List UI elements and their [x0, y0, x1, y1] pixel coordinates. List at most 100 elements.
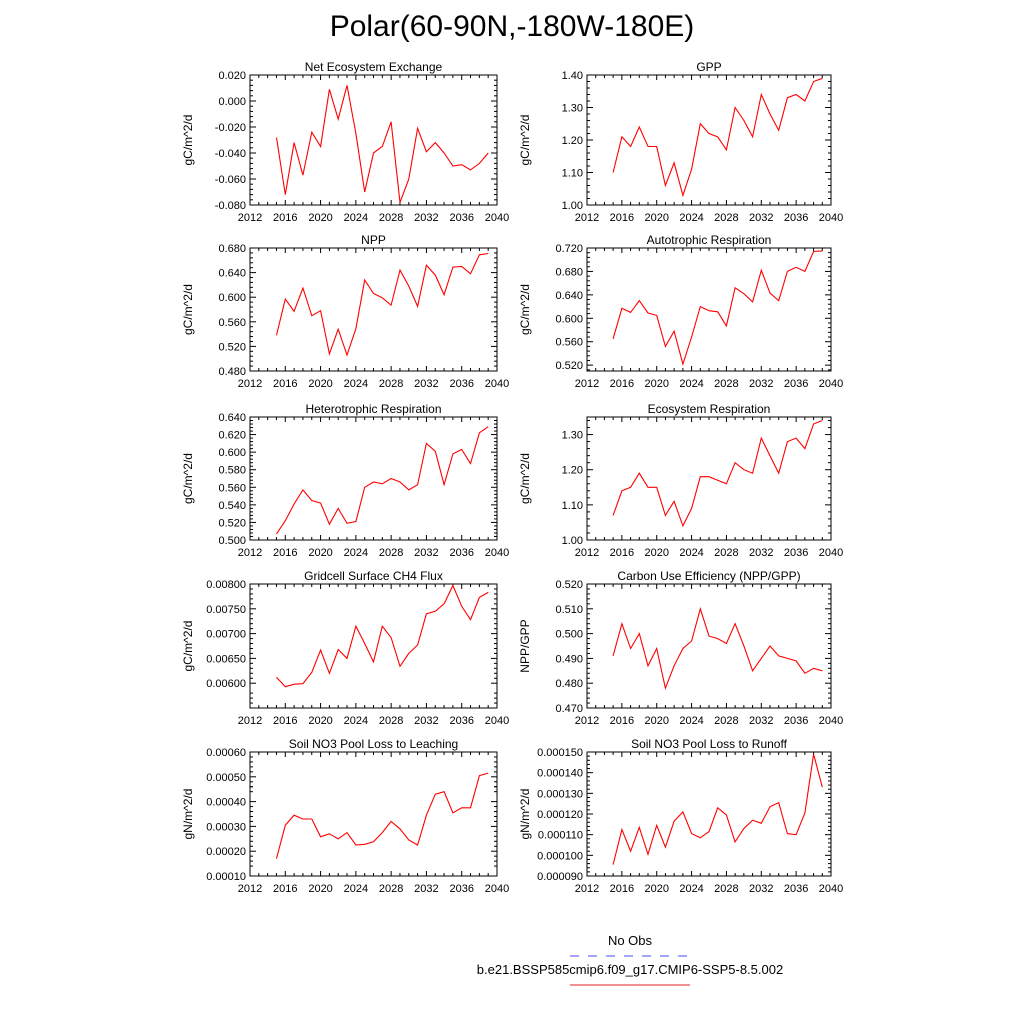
- x-tick-label: 2012: [575, 883, 599, 895]
- y-tick-label: 0.00010: [206, 871, 246, 883]
- plot-frame: [249, 416, 498, 541]
- x-tick-label: 2032: [749, 715, 773, 727]
- chart-title: Net Ecosystem Exchange: [305, 60, 443, 74]
- y-tick-label: 0.480: [218, 366, 246, 378]
- y-tick-label: 0.600: [218, 292, 246, 304]
- y-tick-label: 1.10: [562, 168, 583, 180]
- series-line: [275, 252, 489, 357]
- y-tick-label: 0.000140: [537, 768, 583, 780]
- y-tick-label: 0.640: [555, 290, 583, 302]
- y-tick-label: 1.20: [562, 135, 583, 147]
- x-tick-label: 2016: [273, 378, 297, 390]
- x-tick-label: 2032: [749, 378, 773, 390]
- y-tick-label: 0.000090: [537, 871, 583, 883]
- y-tick-label: 0.00020: [206, 846, 246, 858]
- x-tick-label: 2024: [344, 883, 368, 895]
- x-tick-label: 2024: [344, 547, 368, 559]
- y-tick-label: 0.020: [218, 70, 246, 82]
- x-tick-label: 2020: [308, 547, 332, 559]
- x-tick-label: 2040: [485, 883, 509, 895]
- x-tick-label: 2024: [679, 547, 703, 559]
- y-tick-label: 1.20: [562, 465, 583, 477]
- x-tick-label: 2024: [679, 378, 703, 390]
- y-tick-label: 0.620: [218, 430, 246, 442]
- y-tick-label: 0.00600: [206, 678, 246, 690]
- x-tick-label: 2020: [308, 715, 332, 727]
- x-tick-label: 2012: [238, 378, 262, 390]
- chart-panel: Carbon Use Efficiency (NPP/GPP) 2012 2016 2…: [518, 569, 843, 727]
- x-tick-label: 2028: [714, 378, 738, 390]
- y-tick-label: 0.600: [218, 447, 246, 459]
- y-tick-label: -0.080: [215, 200, 246, 212]
- chart-title: NPP: [361, 233, 386, 247]
- chart-title: Carbon Use Efficiency (NPP/GPP): [617, 569, 800, 583]
- series-line: [612, 250, 823, 366]
- x-tick-label: 2032: [414, 212, 438, 224]
- chart-title: Heterotrophic Respiration: [305, 402, 441, 416]
- x-tick-label: 2032: [414, 547, 438, 559]
- x-tick-label: 2032: [749, 212, 773, 224]
- y-tick-label: 1.10: [562, 500, 583, 512]
- x-tick-label: 2036: [449, 212, 473, 224]
- x-tick-label: 2024: [344, 378, 368, 390]
- x-tick-label: 2040: [819, 883, 843, 895]
- x-tick-label: 2012: [575, 378, 599, 390]
- x-tick-label: 2016: [273, 883, 297, 895]
- x-tick-label: 2028: [714, 883, 738, 895]
- x-tick-label: 2024: [679, 212, 703, 224]
- series-line: [612, 419, 823, 528]
- x-tick-label: 2036: [449, 378, 473, 390]
- y-tick-label: 0.560: [218, 482, 246, 494]
- x-tick-label: 2028: [714, 212, 738, 224]
- figure-title: Polar(60-90N,-180W-180E): [329, 10, 695, 43]
- chart-title: GPP: [696, 60, 721, 74]
- y-tick-label: 0.640: [218, 412, 246, 424]
- x-tick-label: 2024: [679, 715, 703, 727]
- x-tick-label: 2016: [273, 547, 297, 559]
- y-tick-label: 0.00030: [206, 821, 246, 833]
- x-tick-label: 2036: [784, 212, 808, 224]
- y-tick-label: 0.680: [218, 243, 246, 255]
- y-axis-label: gC/m^2/d: [181, 115, 195, 166]
- series-line: [275, 85, 489, 203]
- x-tick-label: 2012: [575, 547, 599, 559]
- y-tick-label: 0.00750: [206, 604, 246, 616]
- y-tick-label: 1.00: [562, 200, 583, 212]
- legend-label-obs: No Obs: [608, 933, 653, 948]
- y-tick-label: 0.00700: [206, 629, 246, 641]
- y-tick-label: 1.40: [562, 70, 583, 82]
- x-tick-label: 2028: [714, 715, 738, 727]
- x-tick-label: 2032: [414, 378, 438, 390]
- chart-panel: Soil NO3 Pool Loss to Runoff 2012 2016 2020…: [518, 737, 843, 895]
- x-tick-label: 2012: [575, 212, 599, 224]
- x-tick-label: 2028: [379, 547, 403, 559]
- x-tick-label: 2016: [273, 715, 297, 727]
- y-tick-label: 0.00040: [206, 797, 246, 809]
- y-tick-label: 0.480: [555, 678, 583, 690]
- chart-panel: Ecosystem Respiration 2012 2016 2020 2024 202…: [518, 402, 843, 559]
- plot-frame: [586, 583, 832, 709]
- x-tick-label: 2032: [414, 883, 438, 895]
- y-axis-label: gN/m^2/d: [518, 789, 532, 840]
- chart-title: Soil NO3 Pool Loss to Leaching: [289, 737, 458, 751]
- x-tick-label: 2016: [610, 715, 634, 727]
- chart-title: Soil NO3 Pool Loss to Runoff: [631, 737, 788, 751]
- x-tick-label: 2012: [575, 715, 599, 727]
- x-tick-label: 2040: [485, 547, 509, 559]
- y-tick-label: 0.640: [218, 268, 246, 280]
- y-tick-label: 0.510: [555, 604, 583, 616]
- y-tick-label: 0.500: [218, 535, 246, 547]
- x-tick-label: 2020: [308, 212, 332, 224]
- x-tick-label: 2040: [819, 212, 843, 224]
- x-tick-label: 2036: [449, 883, 473, 895]
- chart-panel: Soil NO3 Pool Loss to Leaching 2012 2016 20…: [181, 737, 509, 895]
- y-tick-label: -0.060: [215, 174, 246, 186]
- series-line: [612, 77, 823, 198]
- x-tick-label: 2040: [819, 378, 843, 390]
- y-tick-label: 0.000150: [537, 747, 583, 759]
- x-tick-label: 2020: [644, 883, 668, 895]
- y-tick-label: 0.00060: [206, 747, 246, 759]
- x-tick-label: 2032: [414, 715, 438, 727]
- chart-panels: Net Ecosystem Exchange 2012 2016 2020 2024 20…: [181, 60, 843, 895]
- y-tick-label: 0.00800: [206, 579, 246, 591]
